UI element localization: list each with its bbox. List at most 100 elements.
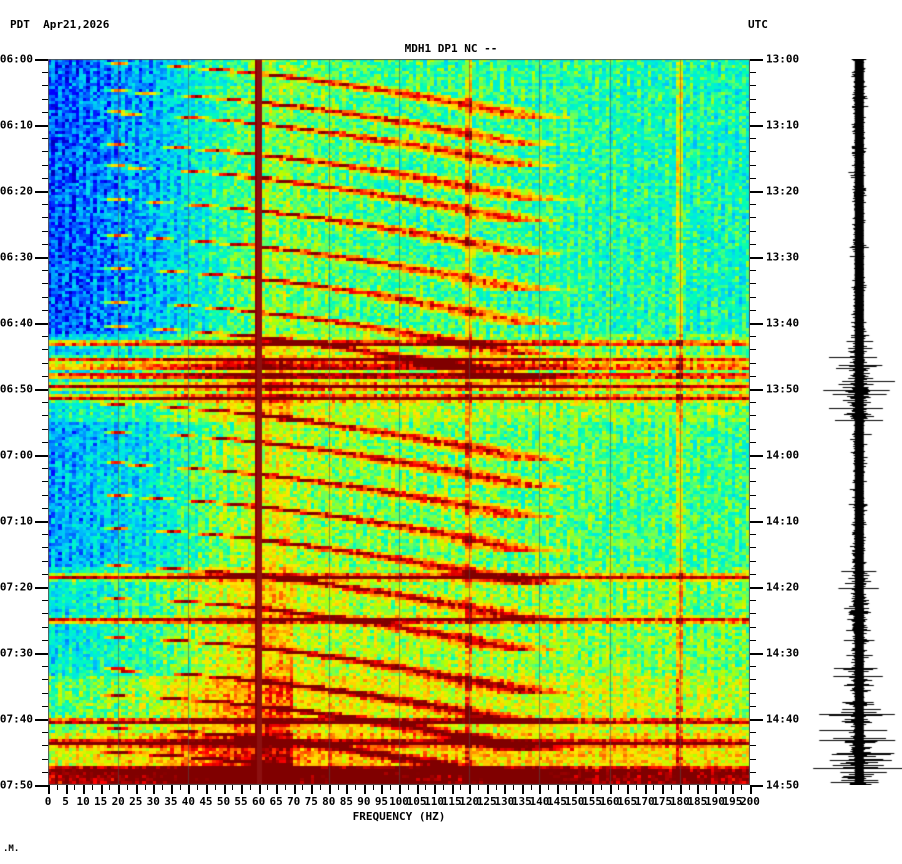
time-tick-minor xyxy=(42,217,48,219)
freq-axis-label: 10 xyxy=(76,795,90,808)
time-tick-minor xyxy=(750,441,756,443)
time-tick-minor xyxy=(750,494,756,496)
freq-tick-major xyxy=(504,785,507,794)
time-tick-minor xyxy=(42,243,48,245)
freq-axis-label: 175 xyxy=(652,795,673,808)
time-tick-minor xyxy=(750,679,756,681)
time-tick-minor xyxy=(750,771,756,773)
time-axis-label: 06:30 xyxy=(0,250,33,264)
freq-tick-major xyxy=(416,785,419,794)
time-axis-label: 13:20 xyxy=(766,184,800,198)
time-tick-minor xyxy=(42,705,48,707)
time-tick-minor xyxy=(750,230,756,232)
freq-axis-label: 190 xyxy=(704,795,725,808)
freq-tick-major xyxy=(311,785,314,794)
freq-tick-minor xyxy=(513,785,515,790)
time-tick-minor xyxy=(42,441,48,443)
freq-tick-minor xyxy=(741,785,743,790)
freq-axis-label: 25 xyxy=(129,795,143,808)
time-tick-major xyxy=(35,653,48,655)
date-label: Apr21,2026 xyxy=(43,18,110,31)
time-tick-minor xyxy=(750,481,756,483)
freq-tick-major xyxy=(486,785,489,794)
time-axis-label: 06:40 xyxy=(0,316,33,330)
freq-axis-label: 125 xyxy=(476,795,497,808)
time-tick-minor xyxy=(750,217,756,219)
freq-tick-minor xyxy=(109,785,111,790)
time-tick-minor xyxy=(750,349,756,351)
time-tick-minor xyxy=(750,72,756,74)
freq-axis-label: 170 xyxy=(634,795,655,808)
freq-axis-label: 45 xyxy=(199,795,213,808)
time-tick-minor xyxy=(42,151,48,153)
freq-tick-minor xyxy=(74,785,76,790)
freq-tick-major xyxy=(609,785,612,794)
freq-tick-minor xyxy=(565,785,567,790)
freq-axis-label: 20 xyxy=(111,795,125,808)
time-tick-major xyxy=(750,124,763,127)
freq-axis-label: 145 xyxy=(547,795,567,808)
freq-tick-minor xyxy=(197,785,199,790)
freq-tick-major xyxy=(399,785,401,794)
freq-tick-major xyxy=(170,785,173,794)
time-tick-minor xyxy=(750,415,756,417)
freq-tick-major xyxy=(48,785,50,794)
freq-axis-label: 80 xyxy=(322,795,336,808)
time-tick-minor xyxy=(750,177,756,179)
time-tick-major xyxy=(35,190,48,193)
freq-tick-major xyxy=(627,785,630,794)
freq-tick-minor xyxy=(284,785,286,790)
freq-axis-label: 160 xyxy=(599,795,620,808)
time-axis-label: 14:20 xyxy=(766,580,800,594)
freq-tick-minor xyxy=(249,785,251,790)
freq-tick-major xyxy=(293,785,296,794)
time-tick-minor xyxy=(42,573,48,575)
freq-axis-label: 70 xyxy=(287,795,301,808)
spectrogram-canvas[interactable] xyxy=(48,59,750,785)
time-tick-major xyxy=(750,322,763,325)
freq-axis-label: 120 xyxy=(459,795,480,808)
freq-axis-label: 135 xyxy=(511,795,532,808)
freq-tick-major xyxy=(697,785,700,794)
time-tick-major xyxy=(35,256,48,259)
timezone-left-label: PDT xyxy=(10,18,30,31)
time-axis-label: 07:10 xyxy=(0,514,33,528)
time-tick-major xyxy=(35,124,48,127)
freq-tick-major xyxy=(83,785,86,794)
time-tick-minor xyxy=(750,204,756,206)
freq-axis-label: 195 xyxy=(722,795,743,808)
spectrogram-plot[interactable] xyxy=(48,59,750,785)
time-tick-minor xyxy=(42,481,48,483)
time-tick-major xyxy=(35,455,48,458)
time-tick-major xyxy=(750,59,763,61)
time-tick-minor xyxy=(42,758,48,760)
freq-axis-label: 110 xyxy=(424,795,445,808)
seismogram-trace xyxy=(810,59,902,785)
time-tick-minor xyxy=(750,164,756,166)
time-tick-minor xyxy=(42,745,48,747)
freq-tick-major xyxy=(276,785,279,794)
time-tick-major xyxy=(750,785,763,787)
freq-axis-label: 5 xyxy=(62,795,69,808)
time-tick-major xyxy=(750,587,763,590)
freq-tick-minor xyxy=(162,785,164,790)
time-tick-minor xyxy=(750,111,756,113)
freq-tick-major xyxy=(100,785,103,794)
time-tick-minor xyxy=(42,230,48,232)
time-tick-minor xyxy=(42,534,48,536)
time-axis-label: 13:40 xyxy=(766,316,800,330)
time-tick-minor xyxy=(750,732,756,734)
time-tick-major xyxy=(750,388,763,391)
time-axis-label: 13:10 xyxy=(766,118,800,132)
time-tick-minor xyxy=(750,639,756,641)
freq-axis-label: 60 xyxy=(251,795,266,808)
freq-tick-minor xyxy=(407,785,409,790)
freq-axis-label: 30 xyxy=(146,795,160,808)
time-tick-minor xyxy=(42,639,48,641)
time-axis-label: 07:50 xyxy=(0,778,33,792)
time-tick-major xyxy=(35,719,48,721)
freq-tick-major xyxy=(574,785,577,794)
time-tick-minor xyxy=(42,177,48,179)
time-tick-minor xyxy=(750,428,756,430)
freq-tick-minor xyxy=(442,785,444,790)
